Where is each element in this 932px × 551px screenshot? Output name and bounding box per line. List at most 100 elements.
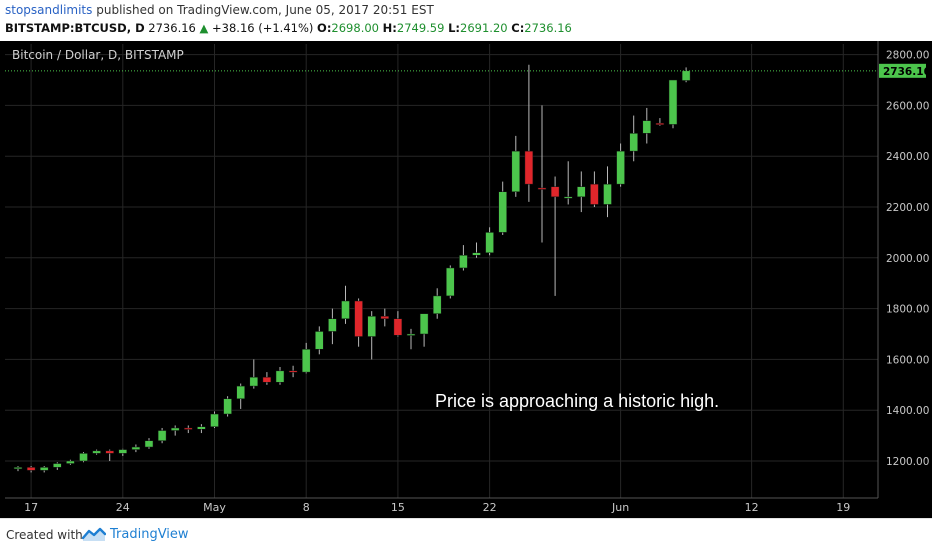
candle-body-up <box>341 300 350 320</box>
candle-body-down <box>590 183 599 205</box>
candle-body-up <box>642 120 652 134</box>
last-price-value: 2736.16 <box>148 21 196 35</box>
tradingview-logo-icon <box>82 527 106 541</box>
candle-body-up <box>419 313 429 335</box>
candle-body-up <box>511 150 521 193</box>
candle-body-down <box>380 315 390 320</box>
candle-body-up <box>170 427 180 431</box>
candles <box>13 64 691 473</box>
candle-body-up <box>236 385 245 400</box>
y-tick-label: 1800.00 <box>886 304 929 316</box>
candle-body-up <box>301 348 311 373</box>
x-tick-label: 12 <box>745 501 759 514</box>
candle-body-up <box>367 315 376 337</box>
candle-body-up <box>498 191 507 233</box>
candle-body-up <box>210 413 219 427</box>
candle-body-up <box>131 446 141 450</box>
candle-body-up <box>79 453 88 462</box>
created-with-label: Created with <box>6 528 83 542</box>
candle-body-down <box>393 318 403 336</box>
low-label: L: <box>448 21 461 35</box>
author-link[interactable]: stopsandlimits <box>5 3 93 17</box>
candle-body-down <box>524 150 534 185</box>
candle-body-down <box>262 376 272 383</box>
x-tick-label: 19 <box>836 501 850 514</box>
candle-body-up <box>13 467 23 470</box>
candle-body-up <box>275 370 285 383</box>
candle-body-up <box>629 133 638 152</box>
candle-body-down <box>105 450 114 454</box>
candle-body-down <box>655 122 665 125</box>
candle-body-up <box>459 255 468 269</box>
x-tick-label: 15 <box>391 501 405 514</box>
price-change: +38.16 (+1.41%) <box>212 21 314 35</box>
chart-title: Bitcoin / Dollar, D, BITSTAMP <box>12 48 184 62</box>
close-label: C: <box>511 21 525 35</box>
open-value: 2698.00 <box>331 21 379 35</box>
candle-body-up <box>406 333 416 336</box>
candle-body-up <box>66 460 75 464</box>
x-tick-label: 22 <box>483 501 497 514</box>
candle-body-up <box>446 267 455 297</box>
candle-body-down <box>537 187 547 190</box>
chart-annotation: Price is approaching a historic high. <box>435 391 719 411</box>
close-value: 2736.16 <box>524 21 572 35</box>
candle-body-down <box>354 300 363 337</box>
tradingview-brand-link[interactable]: TradingView <box>110 527 189 542</box>
candle-body-up <box>485 232 494 253</box>
x-tick-label: 8 <box>303 501 310 514</box>
candle-body-up <box>223 398 232 415</box>
axes: 1200.00 1400.00 1600.00 1800.00 2000.00 2200.… <box>5 41 931 514</box>
candle-body-up <box>616 150 625 185</box>
footer: Created with TradingView <box>0 518 932 551</box>
candle-body-up <box>249 376 259 387</box>
candle-body-up <box>39 467 49 471</box>
y-tick-label: 1200.00 <box>886 456 929 468</box>
chart-header: stopsandlimits published on TradingView.… <box>0 0 932 41</box>
low-value: 2691.20 <box>460 21 508 35</box>
candle-body-up <box>53 463 62 468</box>
y-tick-label: 1400.00 <box>886 405 929 417</box>
high-value: 2749.59 <box>396 21 445 35</box>
last-price-marker <box>879 63 926 78</box>
candle-body-down <box>288 370 298 373</box>
y-tick-label: 2800.00 <box>886 50 929 62</box>
y-tick-label: 2000.00 <box>886 253 929 265</box>
candle-body-up <box>668 79 678 125</box>
chart-background <box>0 41 932 518</box>
candle-body-down <box>26 467 36 471</box>
candle-body-up <box>603 183 612 205</box>
candle-body-up <box>328 318 337 332</box>
last-price-label: 2736.16 <box>883 66 931 78</box>
candle-body-up <box>92 450 101 454</box>
published-text: published on TradingView.com, June 05, 2… <box>96 3 434 17</box>
candle-body-up <box>197 426 206 430</box>
x-tick-label: 24 <box>116 501 130 514</box>
y-tick-label: 2200.00 <box>886 202 929 214</box>
up-arrow-icon: ▲ <box>199 21 209 35</box>
candle-body-up <box>315 331 324 350</box>
x-tick-label: Jun <box>611 501 629 514</box>
candle-body-up <box>472 252 481 256</box>
candle-body-up <box>118 449 128 454</box>
candle-body-up <box>681 70 691 81</box>
candle-body-up <box>577 186 586 198</box>
candle-body-up <box>144 440 154 448</box>
candle-body-down <box>550 186 560 198</box>
y-tick-label: 1600.00 <box>886 354 929 366</box>
candle-body-up <box>157 430 167 441</box>
x-tick-label: 17 <box>24 501 38 514</box>
price-chart[interactable]: Bitcoin / Dollar, D, BITSTAMP 1200.00 140… <box>0 41 932 518</box>
y-tick-label: 2400.00 <box>886 151 929 163</box>
grid <box>5 44 878 498</box>
candle-body-up <box>432 295 442 314</box>
candle-body-up <box>563 196 573 199</box>
y-tick-label: 2600.00 <box>886 100 929 112</box>
high-label: H: <box>382 21 397 35</box>
symbol-label: BITSTAMP:BTCUSD, D <box>5 21 145 35</box>
candle-body-down <box>184 427 193 430</box>
publish-line: stopsandlimits published on TradingView.… <box>5 3 434 17</box>
x-tick-label: May <box>203 501 226 514</box>
open-label: O: <box>317 21 332 35</box>
ohlc-line: BITSTAMP:BTCUSD, D 2736.16 ▲ +38.16 (+1.… <box>5 21 572 35</box>
